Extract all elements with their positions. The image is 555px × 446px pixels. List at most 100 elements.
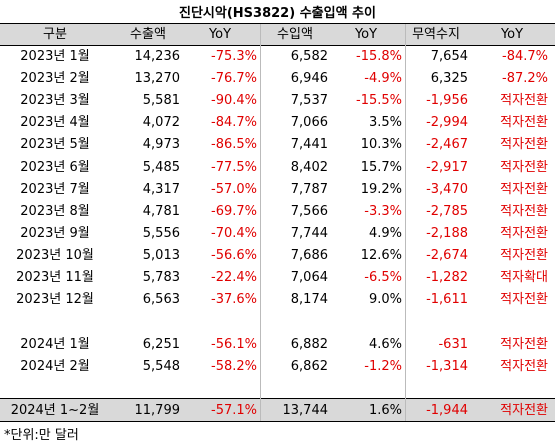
rule: [0, 421, 555, 422]
table-cell: -3,470: [426, 181, 468, 197]
footnote: *단위:만 달러: [4, 428, 79, 443]
header-cell: 무역수지: [412, 27, 460, 42]
table-cell: -1,282: [426, 270, 468, 285]
table-cell: -86.5%: [211, 137, 257, 153]
table-cell: -77.5%: [211, 159, 257, 175]
table-cell: -6.5%: [364, 270, 402, 285]
table-cell: 적자전환: [500, 292, 548, 308]
table-cell: 2024년 2월: [20, 359, 90, 374]
table-cell: 6,882: [290, 337, 328, 352]
table-cell: -2,994: [426, 115, 468, 131]
table-cell: -2,917: [426, 159, 468, 175]
table-cell: 적자전환: [500, 225, 548, 241]
table-cell: 2023년 6월: [20, 159, 90, 175]
title: 진단시악(HS3822) 수출입액 추이: [179, 6, 376, 21]
table-cell: 7,441: [290, 137, 328, 153]
table-cell: 6,946: [290, 71, 328, 87]
header-cell: YoY: [208, 27, 232, 42]
table-cell: 7,787: [290, 181, 328, 197]
table-cell: 2023년 1월: [20, 49, 90, 64]
table-cell: 2024년 1월: [20, 337, 90, 352]
table-cell: -69.7%: [211, 203, 257, 219]
table-cell: 2023년 9월: [20, 225, 90, 241]
table-cell: 2023년 3월: [20, 93, 90, 109]
table-cell: 5,485: [142, 159, 180, 175]
table-cell: 11,799: [134, 402, 181, 418]
table-cell: 7,064: [290, 270, 328, 285]
table-cell: -37.6%: [211, 292, 257, 308]
table-cell: -1.2%: [364, 359, 402, 374]
table-cell: 4,317: [142, 181, 180, 197]
table-cell: 7,066: [290, 115, 328, 131]
header-cell: 수출액: [130, 27, 166, 42]
table-cell: -87.2%: [502, 71, 548, 87]
table-cell: 5,783: [142, 270, 180, 285]
column-rule: [260, 24, 261, 421]
table-cell: -1,314: [426, 359, 468, 374]
table-cell: -3.3%: [364, 203, 402, 219]
header-cell: 수입액: [277, 27, 313, 42]
table-cell: -84.7%: [211, 115, 257, 131]
table-cell: -84.7%: [502, 49, 548, 64]
table-cell: -75.3%: [211, 49, 257, 64]
table-cell: 적자전환: [500, 337, 548, 352]
table-cell: -57.1%: [211, 402, 257, 418]
table-cell: 5,013: [142, 247, 180, 263]
header-band: [0, 24, 555, 45]
header-cell: 구분: [43, 27, 67, 42]
table-cell: -22.4%: [211, 270, 257, 285]
table-cell: 2024년 1~2월: [10, 402, 100, 418]
table-cell: 7,744: [290, 225, 328, 241]
table-cell: 7,537: [290, 93, 328, 109]
table-cell: -2,188: [426, 225, 468, 241]
table-cell: -1,611: [426, 292, 468, 308]
table-cell: 2023년 10월: [16, 247, 94, 263]
table-cell: -57.0%: [211, 181, 257, 197]
table-cell: 8,174: [290, 292, 328, 308]
table-cell: 4,781: [142, 203, 180, 219]
table-cell: 4.9%: [368, 225, 402, 241]
table-cell: 6,251: [142, 337, 180, 352]
table-cell: 적자전환: [500, 181, 548, 197]
table-cell: 7,686: [290, 247, 328, 263]
table-cell: -70.4%: [211, 225, 257, 241]
table-cell: -90.4%: [211, 93, 257, 109]
table-cell: 적자전환: [500, 115, 548, 131]
table-cell: -76.7%: [211, 71, 257, 87]
table-cell: 7,566: [290, 203, 328, 219]
table-cell: 적자확대: [500, 270, 548, 285]
table-cell: 적자전환: [500, 203, 548, 219]
table-cell: 13,270: [134, 71, 181, 87]
rule: [0, 45, 555, 46]
table-cell: 적자전환: [500, 93, 548, 109]
table-cell: -2,674: [426, 247, 468, 263]
header-cell: YoY: [500, 27, 524, 42]
table-cell: -2,467: [426, 137, 468, 153]
total-band: [0, 399, 555, 421]
table-cell: 2023년 7월: [20, 181, 90, 197]
table-cell: 적자전환: [500, 137, 548, 153]
table-cell: 2023년 8월: [20, 203, 90, 219]
table-cell: 2023년 5월: [20, 137, 90, 153]
table-cell: -15.5%: [356, 93, 402, 109]
table-cell: 6,862: [290, 359, 328, 374]
table-cell: 적자전환: [500, 359, 548, 374]
table-cell: 2023년 2월: [20, 71, 90, 87]
table-cell: -58.2%: [211, 359, 257, 374]
table-cell: -56.1%: [211, 337, 257, 352]
table-cell: 1.6%: [368, 402, 402, 418]
table-cell: 5,548: [142, 359, 180, 374]
table-cell: 5,556: [142, 225, 180, 241]
table-cell: 4,973: [142, 137, 180, 153]
table-cell: 9.0%: [368, 292, 402, 308]
table-cell: 4,072: [142, 115, 180, 131]
table-cell: 적자전환: [500, 247, 548, 263]
table-cell: 8,402: [290, 159, 328, 175]
table-cell: 2023년 11월: [16, 270, 94, 285]
table-cell: 15.7%: [360, 159, 402, 175]
column-rule: [405, 24, 406, 421]
table-cell: 3.5%: [368, 115, 402, 131]
table-cell: -1,944: [426, 402, 468, 418]
table-cell: 6,325: [430, 71, 468, 87]
